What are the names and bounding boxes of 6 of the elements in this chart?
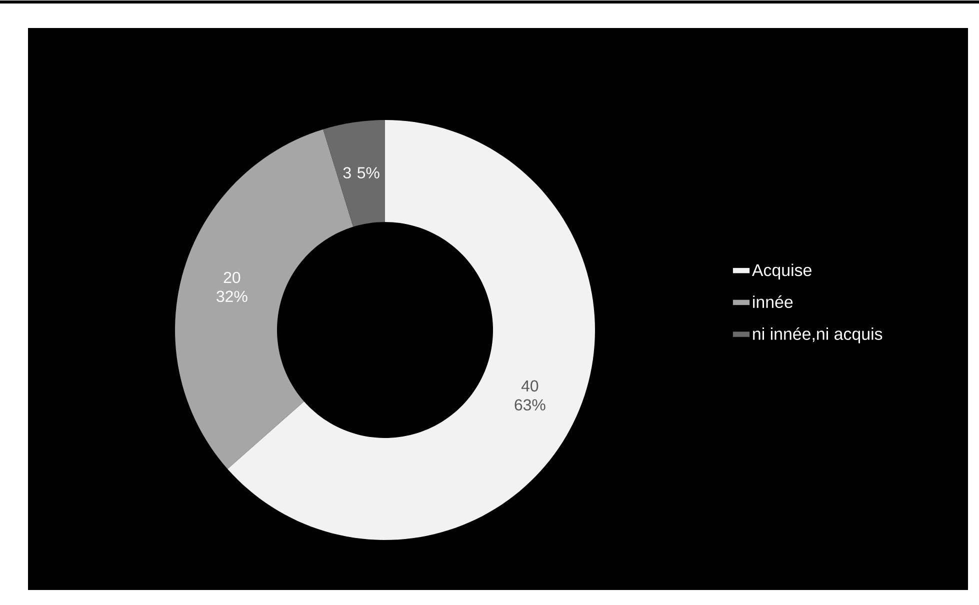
data-label: 20 32% xyxy=(216,272,248,302)
legend-label: ni innée,ni acquis xyxy=(753,327,882,344)
legend-label: Acquise xyxy=(752,264,812,280)
data-label: 3 5% xyxy=(343,167,380,178)
data-label: 40 63% xyxy=(514,380,546,410)
legend-label: innée xyxy=(753,295,793,308)
